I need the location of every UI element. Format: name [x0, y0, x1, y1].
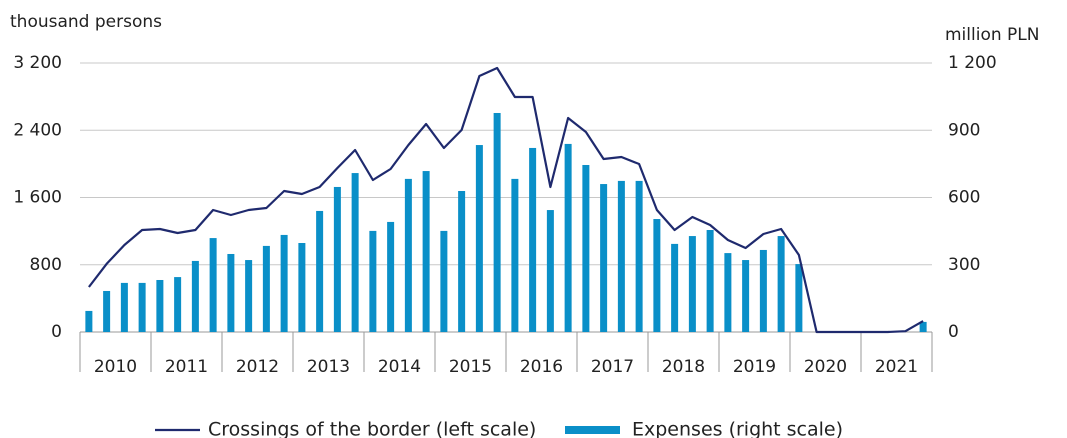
- y2-tick-label: 600: [948, 188, 980, 208]
- bar: [564, 143, 572, 332]
- bar: [440, 230, 448, 332]
- bar: [777, 236, 785, 332]
- y-tick-label: 1 600: [13, 188, 62, 208]
- y2-tick-label: 1 200: [948, 53, 997, 73]
- y-tick-label: 3 200: [13, 53, 62, 73]
- bar: [209, 238, 217, 332]
- legend: Crossings of the border (left scale) Expe…: [155, 419, 843, 438]
- bar: [422, 171, 430, 332]
- bar: [511, 178, 519, 332]
- bar: [138, 282, 146, 332]
- bar: [635, 180, 643, 332]
- bar: [191, 260, 199, 332]
- bar: [369, 230, 377, 332]
- legend-label: Expenses (right scale): [632, 419, 843, 438]
- x-tick-label: 2015: [449, 357, 492, 377]
- bar: [475, 145, 483, 332]
- y2-tick-label: 900: [948, 120, 980, 140]
- bar: [85, 310, 93, 332]
- bar: [706, 230, 714, 332]
- bar: [262, 245, 270, 332]
- bar: [156, 279, 164, 332]
- bar: [688, 236, 696, 332]
- bar: [245, 260, 253, 332]
- x-tick-label: 2019: [733, 357, 776, 377]
- bar: [582, 164, 590, 332]
- line: [88, 66, 924, 334]
- y-tick-label: 2 400: [13, 120, 62, 140]
- bar: [280, 234, 288, 332]
- bar: [546, 210, 554, 332]
- x-tick-label: 2012: [236, 357, 279, 377]
- bar: [227, 253, 235, 332]
- y-tick-label: 0: [51, 322, 62, 342]
- y-axis-title: thousand persons: [10, 12, 162, 32]
- bar: [617, 180, 625, 332]
- bar: [919, 321, 927, 332]
- x-tick-label: 2017: [591, 357, 634, 377]
- bar: [458, 190, 466, 332]
- x-tick-label: 2014: [378, 357, 421, 377]
- bar: [174, 277, 182, 332]
- bar: [316, 210, 324, 332]
- bar: [120, 282, 128, 332]
- bar: [103, 290, 111, 332]
- x-tick-label: 2018: [662, 357, 705, 377]
- bar: [724, 253, 732, 332]
- y2-tick-label: 0: [948, 322, 959, 342]
- bar: [671, 243, 679, 332]
- bar: [333, 186, 341, 332]
- bar: [759, 249, 767, 332]
- bar: [298, 243, 306, 332]
- bar: [742, 260, 750, 332]
- bar: [529, 147, 537, 332]
- y-tick-label: 800: [30, 255, 62, 275]
- x-tick-label: 2021: [875, 357, 918, 377]
- legend-swatch: [565, 426, 620, 434]
- x-tick-label: 2016: [520, 357, 563, 377]
- bar: [351, 173, 359, 332]
- bar: [387, 221, 395, 332]
- bar: [795, 264, 803, 332]
- bar: [404, 178, 412, 332]
- y2-axis-title: million PLN: [945, 25, 1039, 45]
- bar: [600, 184, 608, 332]
- legend-label: Crossings of the border (left scale): [208, 419, 536, 438]
- x-tick-label: 2013: [307, 357, 350, 377]
- bar: [493, 112, 501, 332]
- x-tick-label: 2010: [94, 357, 137, 377]
- x-tick-label: 2011: [165, 357, 208, 377]
- y2-tick-label: 300: [948, 255, 980, 275]
- bar: [653, 219, 661, 332]
- x-tick-label: 2020: [804, 357, 847, 377]
